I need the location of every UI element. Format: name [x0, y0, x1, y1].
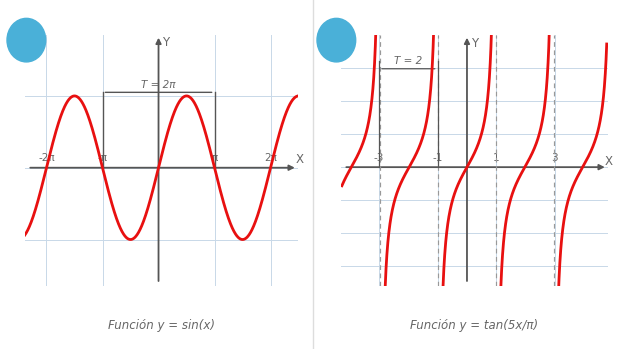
- Text: -1: -1: [433, 153, 443, 163]
- Text: 2π: 2π: [264, 153, 277, 163]
- Text: 1: 1: [21, 33, 32, 47]
- Text: -3: -3: [374, 153, 384, 163]
- Text: T = 2: T = 2: [394, 55, 422, 66]
- Text: -π: -π: [97, 153, 107, 163]
- Text: X: X: [604, 155, 613, 168]
- Text: Y: Y: [471, 37, 479, 50]
- Text: Función y = sin(x): Función y = sin(x): [108, 319, 215, 332]
- Text: T = 2π: T = 2π: [141, 80, 176, 90]
- Text: 1: 1: [493, 153, 500, 163]
- Text: X: X: [296, 153, 304, 166]
- Text: -2π: -2π: [38, 153, 55, 163]
- Text: π: π: [211, 153, 218, 163]
- Text: 3: 3: [552, 153, 558, 163]
- Text: Función y = tan(5x/π): Función y = tan(5x/π): [410, 319, 538, 332]
- Text: Y: Y: [162, 36, 169, 49]
- Circle shape: [317, 18, 356, 62]
- Circle shape: [7, 18, 46, 62]
- Text: 2: 2: [331, 33, 342, 47]
